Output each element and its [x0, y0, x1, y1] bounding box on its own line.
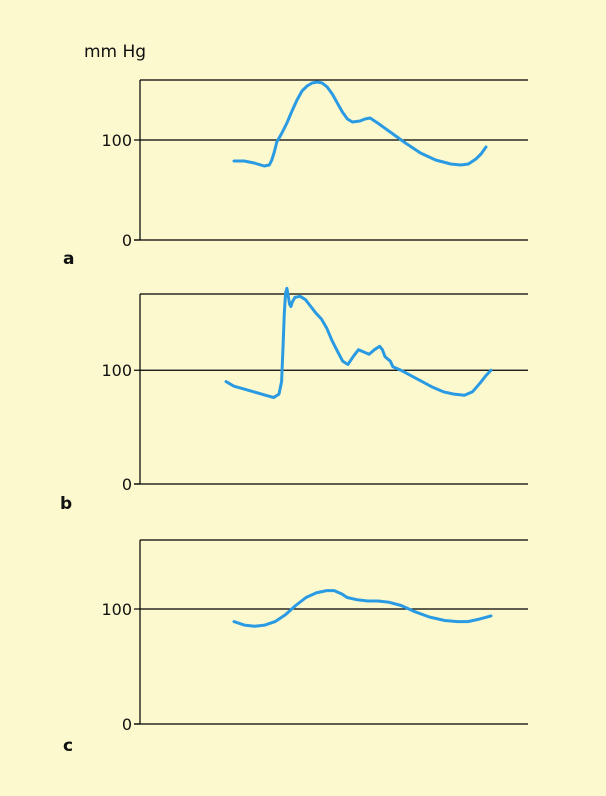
y-tick-label: 100 — [101, 131, 132, 150]
y-tick-label: 0 — [122, 475, 132, 494]
unit-label: mm Hg — [84, 42, 146, 62]
pressure-trace — [232, 589, 493, 628]
panel-label: a — [63, 249, 74, 269]
y-tick-label: 0 — [122, 231, 132, 250]
y-tick-label: 0 — [122, 715, 132, 734]
y-tick-label: 100 — [101, 600, 132, 619]
panel-label: b — [60, 494, 72, 514]
pressure-trace — [232, 80, 488, 168]
panel-label: c — [63, 736, 73, 756]
y-tick-label: 100 — [101, 361, 132, 380]
pressure-trace — [224, 286, 493, 399]
